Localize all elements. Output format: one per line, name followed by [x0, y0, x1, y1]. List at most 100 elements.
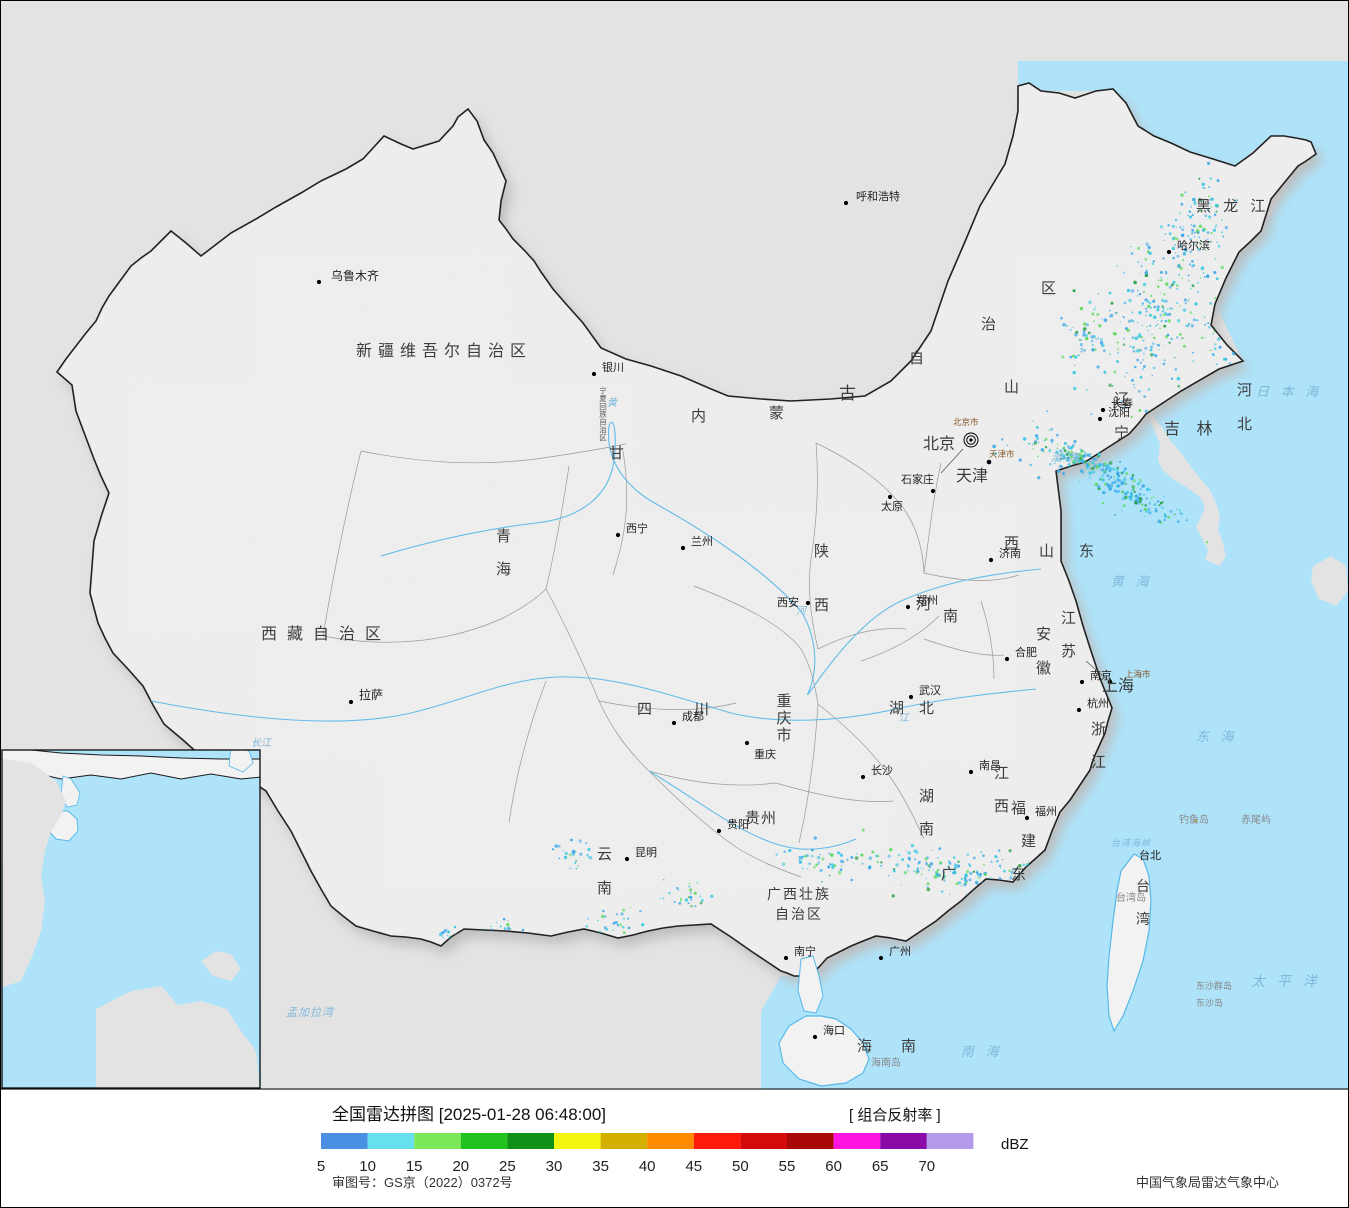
- svg-text:10: 10: [359, 1158, 376, 1175]
- svg-text:江: 江: [1091, 754, 1106, 771]
- svg-text:州: 州: [761, 810, 776, 827]
- svg-text:昆明: 昆明: [635, 846, 657, 859]
- svg-text:赤尾屿: 赤尾屿: [1241, 814, 1271, 826]
- svg-text:台北: 台北: [1139, 848, 1161, 862]
- svg-text:郑州: 郑州: [916, 593, 938, 607]
- svg-text:湖: 湖: [889, 700, 904, 717]
- svg-text:70: 70: [918, 1158, 935, 1175]
- svg-text:区: 区: [599, 433, 607, 442]
- svg-text:台: 台: [1136, 878, 1150, 894]
- svg-text:东沙群岛: 东沙群岛: [1196, 980, 1232, 991]
- svg-text:25: 25: [499, 1158, 516, 1175]
- svg-text:20: 20: [452, 1158, 469, 1175]
- svg-text:成都: 成都: [682, 710, 704, 723]
- svg-text:湾: 湾: [1136, 911, 1150, 927]
- svg-text:北京市: 北京市: [953, 417, 979, 427]
- svg-text:黄: 黄: [607, 397, 618, 409]
- svg-text:东: 东: [1079, 543, 1094, 560]
- svg-text:50: 50: [732, 1158, 749, 1175]
- svg-text:南: 南: [901, 1038, 916, 1055]
- svg-text:贵阳: 贵阳: [727, 818, 749, 831]
- svg-text:浙: 浙: [1091, 721, 1106, 738]
- svg-text:拉萨: 拉萨: [359, 687, 383, 702]
- svg-text:市: 市: [776, 727, 791, 744]
- svg-text:庆: 庆: [776, 710, 791, 727]
- svg-text:西宁: 西宁: [626, 521, 648, 535]
- svg-text:台湾海峡: 台湾海峡: [1111, 838, 1151, 848]
- svg-text:广: 广: [941, 866, 956, 883]
- svg-text:北: 北: [919, 700, 934, 717]
- svg-text:杭州: 杭州: [1087, 696, 1109, 710]
- svg-text:济南: 济南: [999, 546, 1021, 560]
- svg-text:55: 55: [779, 1158, 796, 1175]
- svg-text:甘: 甘: [609, 445, 624, 462]
- svg-text:南宁: 南宁: [794, 944, 816, 958]
- svg-text:中国气象局雷达气象中心: 中国气象局雷达气象中心: [1136, 1175, 1279, 1190]
- svg-text:自: 自: [909, 350, 924, 367]
- svg-text:苏: 苏: [1061, 643, 1076, 660]
- svg-text:北京: 北京: [923, 435, 955, 453]
- svg-text:海: 海: [496, 561, 511, 578]
- svg-text:内: 内: [691, 408, 706, 425]
- svg-text:广州: 广州: [889, 945, 911, 958]
- svg-text:北: 北: [1237, 416, 1252, 433]
- svg-text:南: 南: [943, 608, 958, 625]
- svg-text:西: 西: [814, 597, 829, 614]
- svg-text:西: 西: [994, 798, 1009, 815]
- svg-text:15: 15: [406, 1158, 423, 1175]
- svg-text:东 海: 东 海: [1196, 729, 1238, 744]
- svg-text:乌鲁木齐: 乌鲁木齐: [331, 268, 379, 283]
- svg-text:40: 40: [639, 1158, 656, 1175]
- svg-text:天津: 天津: [956, 467, 988, 485]
- svg-text:日 本 海: 日 本 海: [1256, 384, 1322, 399]
- svg-text:35: 35: [592, 1158, 609, 1175]
- svg-text:南 海: 南 海: [961, 1044, 1003, 1059]
- svg-text:长江: 长江: [251, 737, 272, 749]
- svg-text:东: 东: [1011, 866, 1026, 883]
- svg-text:自治区: 自治区: [775, 906, 823, 922]
- svg-text:福州: 福州: [1035, 804, 1057, 818]
- svg-text:治: 治: [981, 316, 996, 333]
- svg-text:西安: 西安: [777, 595, 799, 609]
- svg-text:区: 区: [1041, 280, 1056, 297]
- svg-text:海: 海: [857, 1038, 872, 1055]
- svg-text:哈尔滨: 哈尔滨: [1177, 238, 1210, 252]
- svg-text:太原: 太原: [881, 500, 903, 513]
- svg-text:黑 龙 江: 黑 龙 江: [1196, 198, 1269, 215]
- svg-text:安: 安: [1036, 626, 1051, 643]
- svg-text:钓鱼岛: 钓鱼岛: [1179, 813, 1209, 826]
- svg-text:上海: 上海: [1102, 677, 1134, 695]
- svg-text:建: 建: [1021, 833, 1036, 850]
- svg-text:江: 江: [1061, 610, 1076, 627]
- svg-text:青: 青: [496, 528, 511, 545]
- svg-text:天津市: 天津市: [989, 449, 1015, 459]
- svg-text:全国雷达拼图 [2025-01-28 06:48:00]: 全国雷达拼图 [2025-01-28 06:48:00]: [332, 1105, 606, 1124]
- svg-text:河: 河: [1237, 382, 1252, 399]
- svg-text:兰州: 兰州: [691, 535, 713, 548]
- svg-text:海口: 海口: [823, 1023, 845, 1037]
- svg-text:福: 福: [1011, 800, 1026, 817]
- svg-text:黄 海: 黄 海: [1111, 574, 1153, 589]
- svg-text:广西壮族: 广西壮族: [767, 886, 831, 902]
- svg-text:合肥: 合肥: [1015, 645, 1037, 659]
- svg-text:dBZ: dBZ: [1001, 1136, 1029, 1153]
- svg-text:东沙岛: 东沙岛: [1196, 997, 1223, 1008]
- svg-text:新疆维吾尔自治区: 新疆维吾尔自治区: [356, 342, 532, 360]
- svg-text:30: 30: [546, 1158, 563, 1175]
- svg-text:长沙: 长沙: [871, 764, 893, 777]
- svg-text:云: 云: [597, 846, 612, 863]
- svg-text:呼和浩特: 呼和浩特: [856, 189, 900, 203]
- svg-text:宁: 宁: [1114, 425, 1129, 442]
- svg-text:湖: 湖: [919, 788, 934, 805]
- svg-text:重: 重: [776, 693, 791, 710]
- svg-text:武汉: 武汉: [919, 684, 941, 697]
- svg-text:[ 组合反射率 ]: [ 组合反射率 ]: [849, 1107, 941, 1124]
- svg-text:65: 65: [872, 1158, 889, 1175]
- svg-text:上海市: 上海市: [1125, 669, 1151, 679]
- svg-text:四: 四: [637, 701, 652, 718]
- svg-text:蒙: 蒙: [769, 405, 784, 422]
- svg-text:南昌: 南昌: [979, 759, 1001, 772]
- svg-text:台湾岛: 台湾岛: [1116, 891, 1146, 904]
- svg-text:山: 山: [1004, 379, 1019, 396]
- svg-text:审图号：GS京（2022）0372号: 审图号：GS京（2022）0372号: [332, 1175, 513, 1190]
